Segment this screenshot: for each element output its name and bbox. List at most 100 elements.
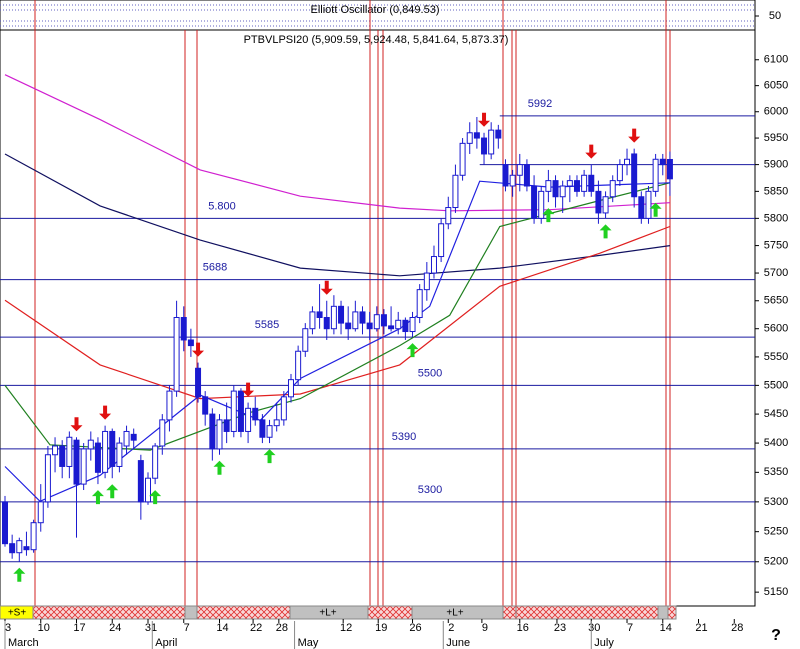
candle-body — [187, 339, 194, 347]
moving-average — [4, 225, 671, 400]
x-tick-label: 14 — [216, 622, 228, 634]
y-tick-label: 5700 — [764, 267, 788, 279]
y-tick-label: 5800 — [764, 212, 788, 224]
candle-body — [2, 501, 9, 545]
x-tick-label: 26 — [409, 622, 421, 634]
candle-body — [402, 319, 409, 333]
month-label: June — [446, 637, 470, 649]
y-tick-label: 5300 — [764, 496, 788, 508]
candle-body — [438, 223, 445, 258]
candle-body — [73, 439, 80, 485]
candle-body — [380, 314, 387, 327]
candle-body — [309, 311, 316, 330]
candle-body — [109, 430, 116, 467]
candle-body — [16, 540, 23, 554]
candle-body — [531, 185, 538, 219]
strip-label: +L+ — [446, 608, 463, 619]
y-tick-label: 5500 — [764, 379, 788, 391]
y-tick-label: 5350 — [764, 466, 788, 478]
candle-body — [66, 436, 73, 467]
candle-body — [144, 477, 151, 503]
candle-body — [366, 322, 373, 330]
oscillator-title: Elliott Oscillator (0,849.53) — [311, 4, 440, 16]
candle-body — [159, 419, 166, 447]
chart-title: PTBVLPSI20 (5,909.59, 5,924.48, 5,841.64… — [244, 34, 509, 46]
candle-body — [80, 448, 87, 485]
x-tick-label: 9 — [482, 622, 488, 634]
y-tick-label: 5200 — [764, 556, 788, 568]
sell-arrow — [478, 112, 491, 127]
candle-body — [488, 129, 495, 155]
candle-body — [631, 153, 638, 198]
x-tick-label: 30 — [588, 622, 600, 634]
candle-body — [173, 316, 180, 392]
candle-body — [323, 316, 330, 330]
y-tick-label: 5950 — [764, 132, 788, 144]
level-label: 5992 — [528, 98, 552, 110]
candle-body — [9, 543, 16, 554]
sell-arrow — [99, 405, 112, 420]
month-label: April — [155, 637, 177, 649]
candle-body — [209, 413, 216, 450]
candle-body — [316, 311, 323, 318]
candle-body — [137, 460, 144, 503]
buy-arrow — [263, 449, 276, 464]
candle-body — [152, 445, 159, 479]
candle-body — [237, 390, 244, 432]
candle-body — [245, 407, 252, 432]
candle-body — [581, 174, 588, 192]
level-label: 5390 — [392, 431, 416, 443]
candle-body — [666, 158, 673, 180]
candle-body — [552, 180, 559, 198]
candle-body — [94, 442, 101, 473]
plot-area — [0, 74, 755, 582]
oscillator-panel — [0, 0, 756, 31]
buy-arrow — [649, 202, 662, 217]
x-tick-label: 12 — [340, 622, 352, 634]
month-label: July — [594, 637, 614, 649]
candle-body — [123, 430, 130, 447]
month-label: March — [8, 637, 39, 649]
y-tick-label: 5550 — [764, 351, 788, 363]
candle-body — [423, 272, 430, 291]
y-tick-label: 5600 — [764, 323, 788, 335]
candle-body — [523, 164, 530, 187]
y-tick-label: 5150 — [764, 586, 788, 598]
help[interactable]: ? — [771, 627, 781, 644]
candle-body — [116, 442, 123, 467]
y-tick-label: 5400 — [764, 437, 788, 449]
y-tick-label: 5450 — [764, 408, 788, 420]
buy-arrow — [406, 343, 419, 358]
level-label: 5500 — [418, 367, 442, 379]
candle-body — [652, 158, 659, 192]
candle-body — [30, 522, 37, 551]
month-label: May — [298, 637, 319, 649]
x-tick-label: 24 — [109, 622, 121, 634]
y-tick-label: 6000 — [764, 106, 788, 118]
candle-body — [223, 419, 230, 432]
x-tick-label: 19 — [375, 622, 387, 634]
y-tick-label: 5850 — [764, 185, 788, 197]
candle-body — [495, 129, 502, 139]
candle-body — [202, 396, 209, 415]
candle-body — [409, 316, 416, 333]
candle-body — [466, 132, 473, 144]
x-tick-label: 17 — [73, 622, 85, 634]
candle-body — [87, 439, 94, 450]
candle-body — [252, 407, 259, 421]
candle-body — [44, 454, 51, 503]
candle-body — [373, 314, 380, 330]
x-tick-label: 7 — [627, 622, 633, 634]
candle-body — [588, 174, 595, 192]
candle-body — [388, 325, 395, 330]
candle-body — [287, 379, 294, 398]
candle-body — [266, 425, 273, 438]
candle-body — [302, 328, 309, 352]
candle-body — [559, 185, 566, 198]
x-tick-label: 23 — [554, 622, 566, 634]
candle-body — [273, 419, 280, 427]
x-tick-label: 14 — [660, 622, 672, 634]
candle-body — [166, 390, 173, 421]
candle-body — [416, 289, 423, 318]
moving-average — [4, 153, 670, 277]
